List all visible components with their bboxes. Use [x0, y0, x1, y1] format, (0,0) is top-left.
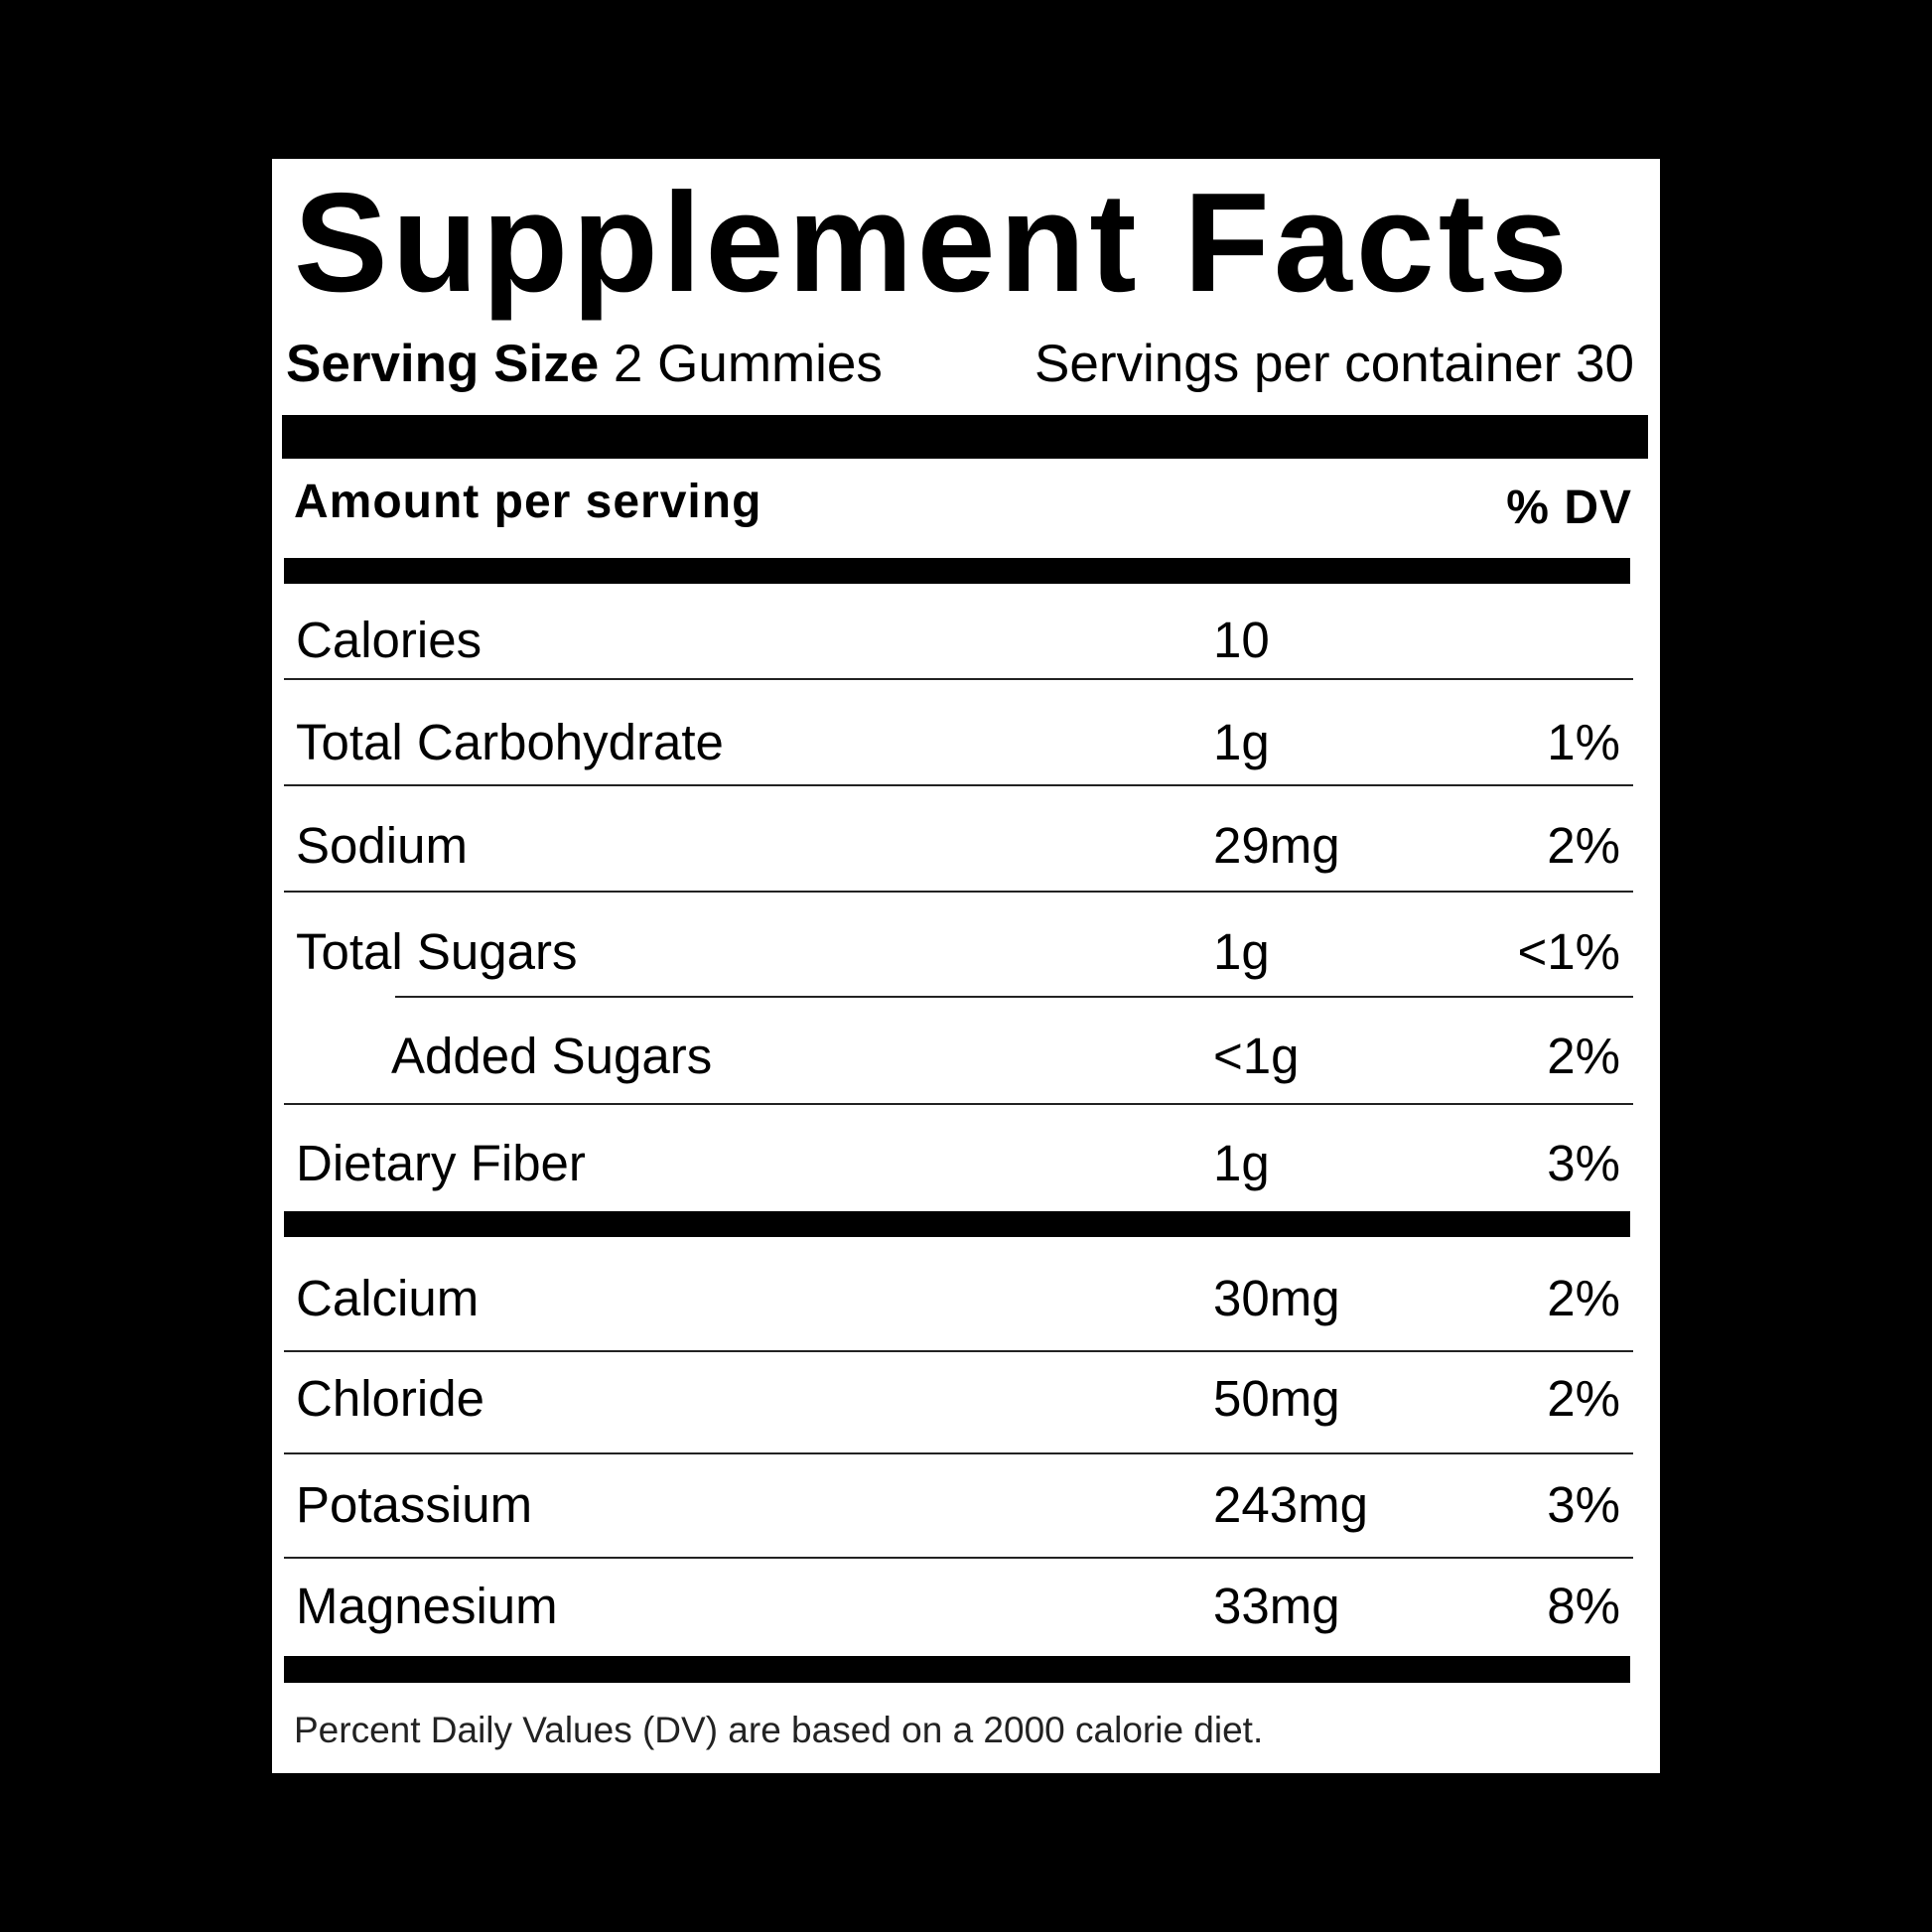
nutrient-dv: 2% [1547, 1370, 1620, 1427]
row-divider [284, 1350, 1633, 1352]
nutrient-name: Total Carbohydrate [296, 714, 724, 770]
nutrient-dv: 2% [1547, 1270, 1620, 1326]
serving-size-value: 2 Gummies [613, 335, 883, 393]
divider-header [284, 558, 1630, 584]
nutrient-amount: 1g [1213, 1135, 1270, 1191]
nutrient-name: Chloride [296, 1370, 484, 1427]
amount-per-serving-header: Amount per serving [294, 476, 762, 528]
footnote: Percent Daily Values (DV) are based on a… [294, 1710, 1264, 1750]
nutrient-amount: 1g [1213, 714, 1270, 770]
nutrient-name: Total Sugars [296, 923, 578, 980]
row-divider [284, 1557, 1633, 1559]
nutrient-name: Calcium [296, 1270, 480, 1326]
nutrient-amount: 30mg [1213, 1270, 1340, 1326]
nutrient-amount: 243mg [1213, 1476, 1368, 1533]
nutrient-dv: 3% [1547, 1135, 1620, 1191]
row-divider [284, 891, 1633, 893]
nutrient-dv: 1% [1547, 714, 1620, 770]
supplement-facts-label: Supplement Facts Serving Size 2 Gummies … [272, 159, 1660, 1773]
row-divider [284, 678, 1633, 680]
nutrient-name: Magnesium [296, 1578, 558, 1634]
nutrient-dv: <1% [1517, 923, 1621, 980]
nutrient-name: Calories [296, 612, 483, 668]
divider-bottom [284, 1656, 1630, 1683]
serving-size-label: Serving Size [286, 335, 600, 393]
nutrient-dv: 8% [1547, 1578, 1620, 1634]
nutrient-amount: <1g [1213, 1028, 1300, 1084]
nutrient-amount: 1g [1213, 923, 1270, 980]
nutrient-amount: 33mg [1213, 1578, 1340, 1634]
nutrient-dv: 3% [1547, 1476, 1620, 1533]
nutrient-name: Sodium [296, 817, 468, 874]
divider-mid [284, 1211, 1630, 1237]
nutrient-name: Potassium [296, 1476, 533, 1533]
nutrient-amount: 29mg [1213, 817, 1340, 874]
nutrient-amount: 10 [1213, 612, 1270, 668]
nutrient-name: Dietary Fiber [296, 1135, 586, 1191]
serving-size: Serving Size 2 Gummies [286, 338, 883, 390]
dv-header: % DV [1506, 482, 1632, 534]
nutrient-name: Added Sugars [391, 1028, 713, 1084]
row-divider [284, 1452, 1633, 1454]
row-divider-indented [395, 996, 1633, 998]
label-title: Supplement Facts [294, 164, 1573, 322]
nutrient-dv: 2% [1547, 1028, 1620, 1084]
row-divider [284, 1103, 1633, 1105]
row-divider [284, 784, 1633, 786]
nutrient-amount: 50mg [1213, 1370, 1340, 1427]
nutrient-dv: 2% [1547, 817, 1620, 874]
thick-divider-top [282, 415, 1648, 459]
servings-per-container: Servings per container 30 [1035, 335, 1634, 393]
